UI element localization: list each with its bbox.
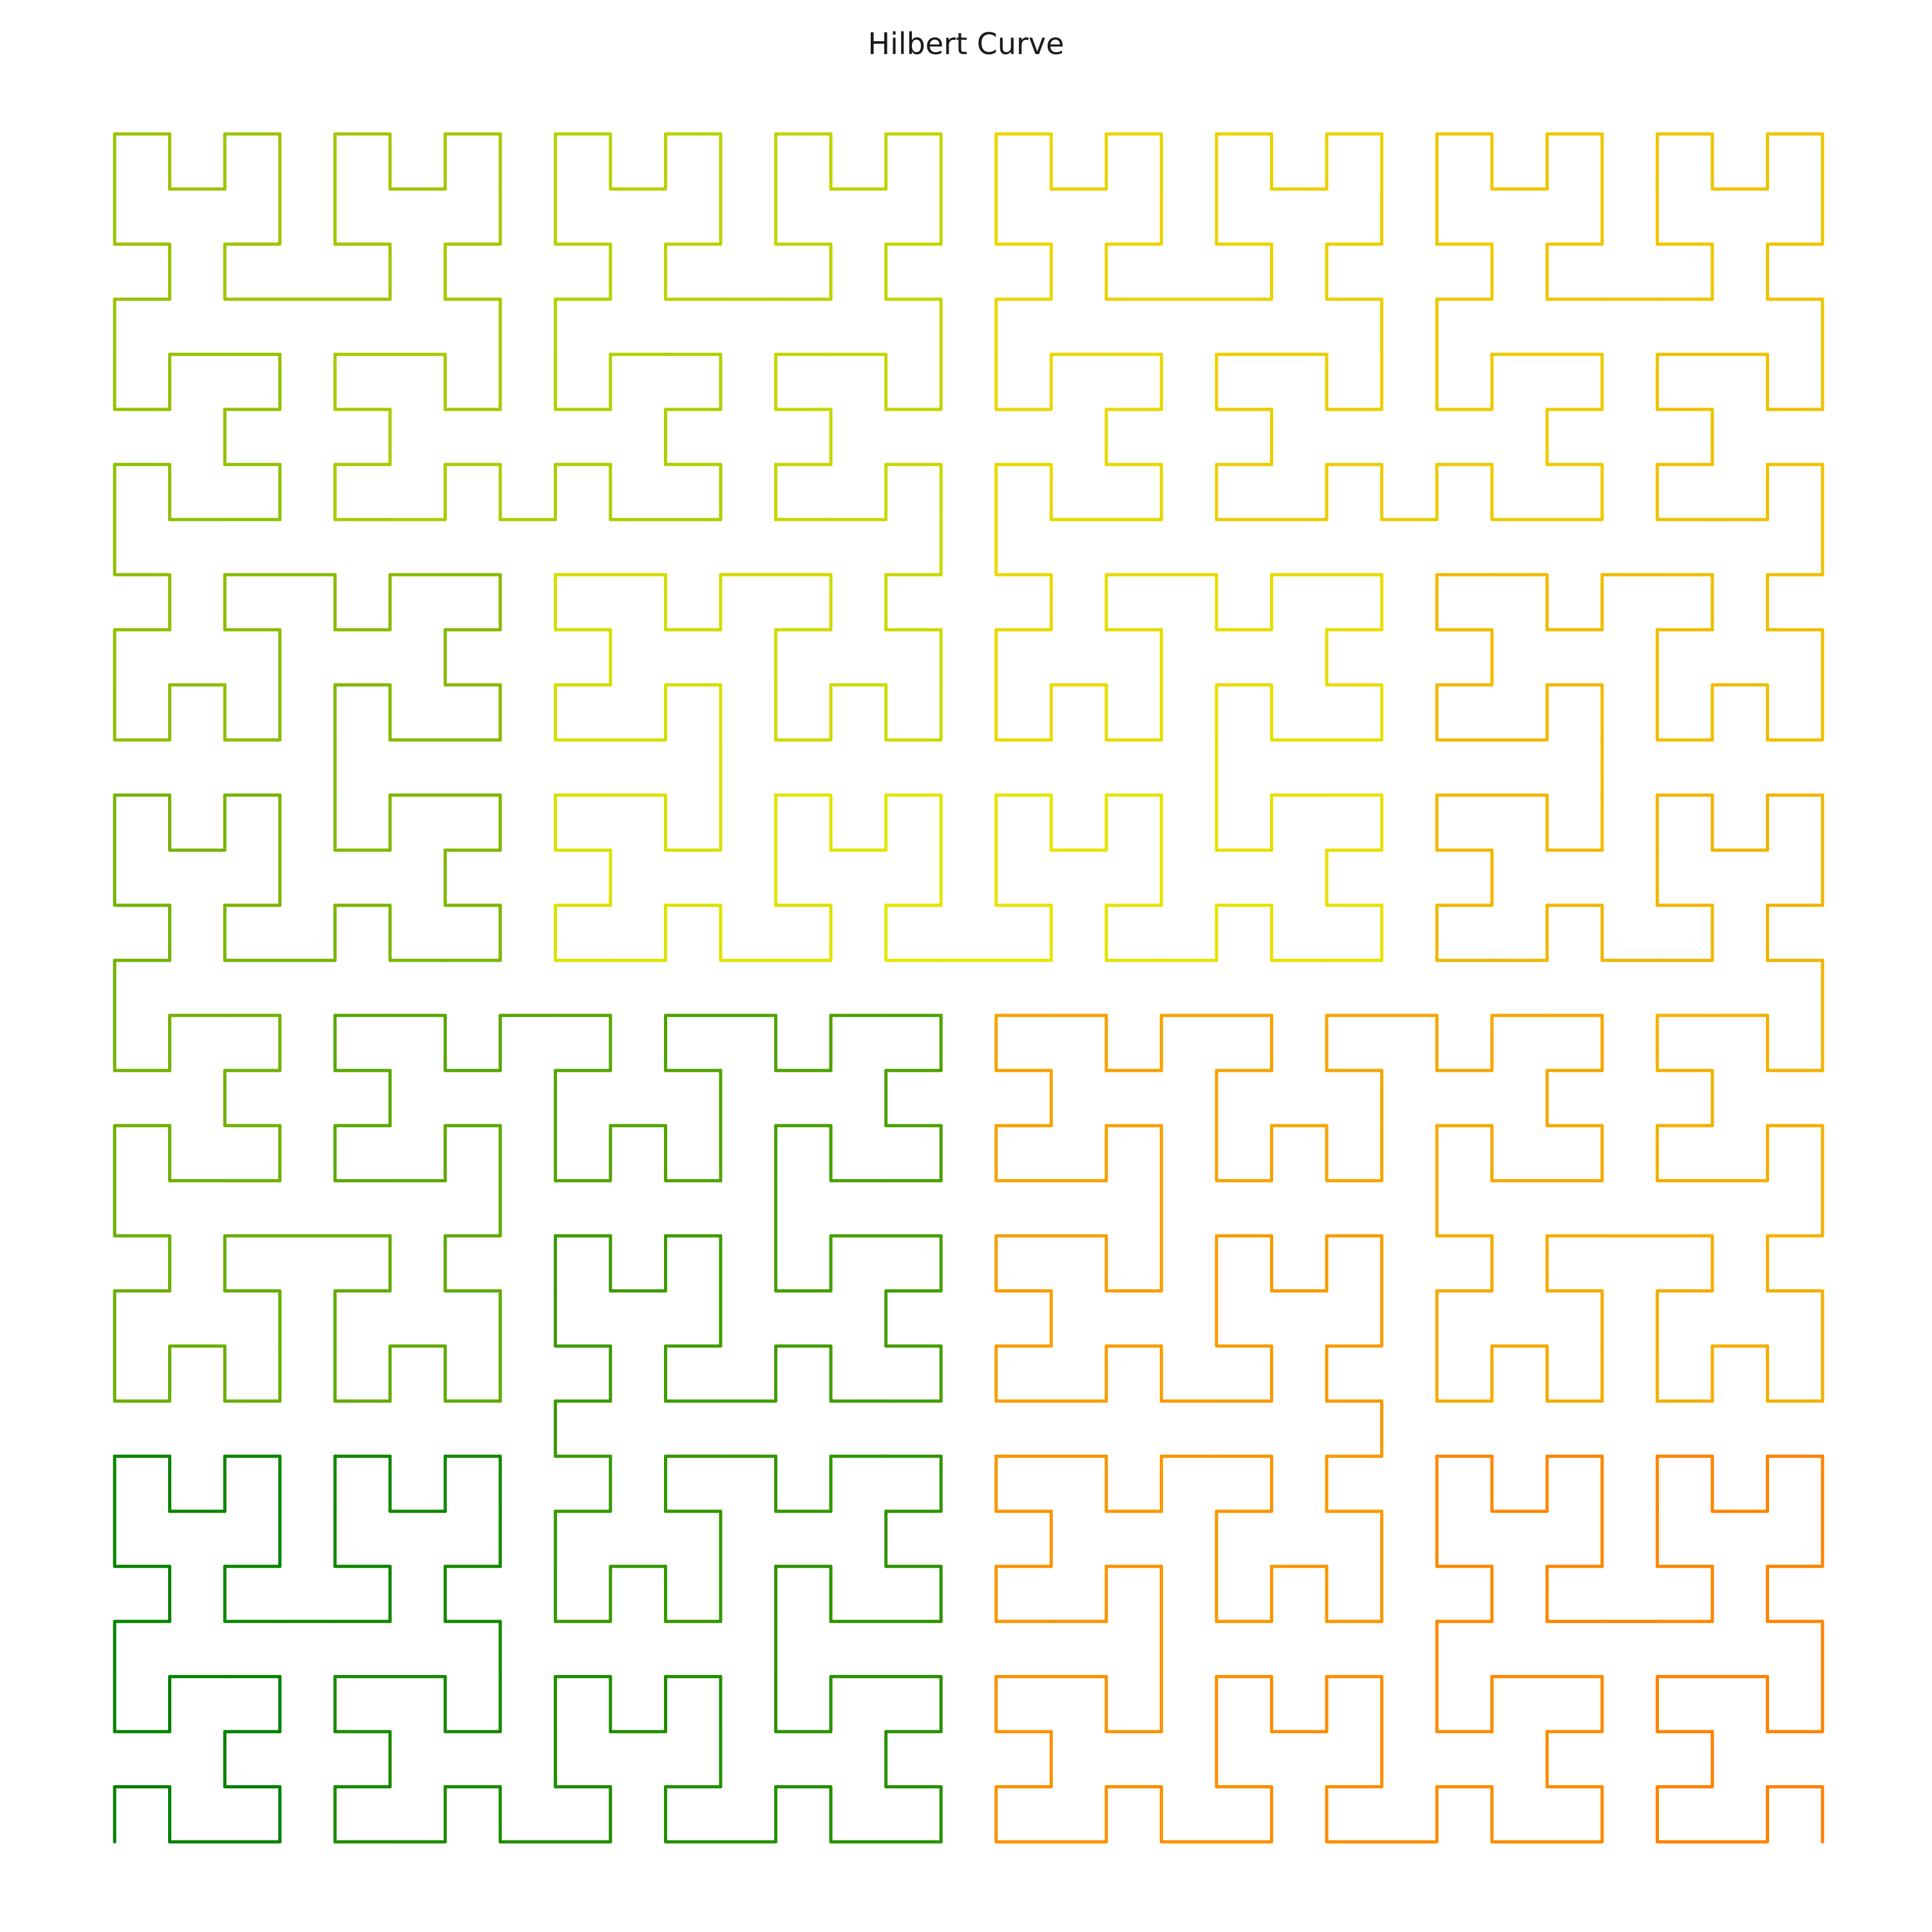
- hilbert-curve-path: [113, 132, 1824, 1844]
- diagram-title: Hilbert Curve: [867, 26, 1065, 61]
